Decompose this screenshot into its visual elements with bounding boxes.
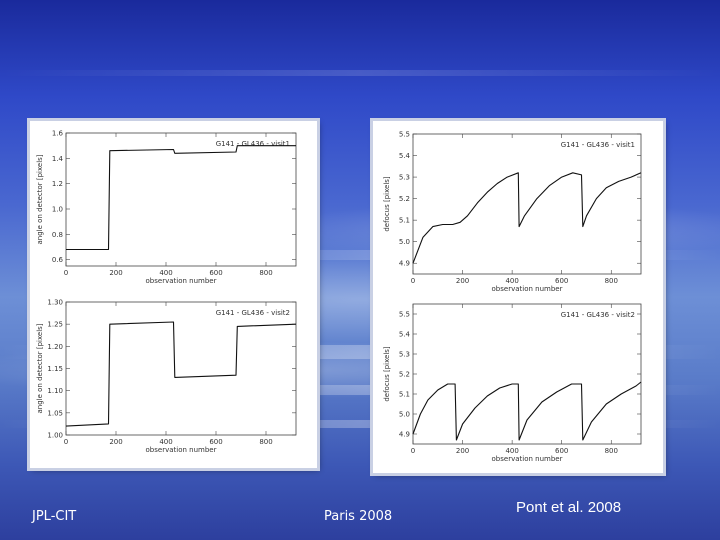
x-tick-label: 400	[159, 438, 172, 446]
y-axis-label: defocus [pixels]	[383, 176, 391, 232]
defocus-visit1-plot: 0 200 400 600 800 4.9 5.0 5.1 5.2 5.3 5.4 5.5 observ…	[383, 131, 642, 293]
x-axis-label: observation number	[146, 277, 217, 285]
plot-title: G141 - GL436 - visit2	[216, 309, 290, 317]
y-tick-label: 1.0	[52, 206, 63, 214]
plot-title: G141 - GL436 - visit1	[561, 141, 635, 149]
x-tick-label: 800	[259, 438, 272, 446]
y-tick-label: 5.5	[399, 311, 410, 319]
y-tick-label: 5.5	[399, 131, 410, 139]
y-tick-label: 5.0	[399, 238, 410, 246]
defocus-plots-panel: 0 200 400 600 800 4.9 5.0 5.1 5.2 5.3 5.4 5.5 observ…	[373, 121, 663, 473]
plot-title: G141 - GL436 - visit2	[561, 311, 635, 319]
x-tick-label: 0	[411, 277, 415, 285]
y-tick-label: 1.30	[47, 299, 63, 307]
defocus-visit2-plot: 0 200 400 600 800 4.9 5.0 5.1 5.2 5.3 5.4 5.5 observ…	[383, 303, 642, 463]
y-axis-label: angle on detector [pixels]	[36, 154, 44, 244]
footer-event: Paris 2008	[324, 509, 393, 524]
y-tick-label: 5.1	[399, 217, 410, 225]
angle-visit1-plot: 0 200 400 600 800 0.6 0.8 1.0 1.2 1.4 1.6 observati…	[36, 130, 297, 285]
x-tick-label: 800	[605, 277, 618, 285]
angle-plots-svg: 0 200 400 600 800 0.6 0.8 1.0 1.2 1.4 1.6 observati…	[36, 130, 297, 454]
y-tick-label: 1.6	[52, 130, 64, 138]
y-tick-label: 5.2	[399, 371, 410, 379]
x-axis-label: observation number	[492, 455, 563, 463]
x-tick-label: 0	[64, 269, 68, 277]
plot-frame	[65, 301, 297, 436]
series-line	[65, 321, 297, 427]
plot-frame	[412, 303, 642, 445]
series-line	[412, 381, 642, 441]
y-tick-label: 4.9	[399, 260, 410, 268]
y-tick-label: 1.15	[47, 365, 63, 373]
plot-title: G141 - GL436 - visit1	[216, 140, 290, 148]
y-tick-label: 1.10	[47, 387, 63, 395]
angle-visit2-plot: 0 200 400 600 800 1.00 1.05 1.10 1.15 1.20 1.25 1.3…	[36, 299, 297, 454]
y-tick-label: 1.05	[47, 409, 63, 417]
y-tick-label: 5.1	[399, 391, 410, 399]
x-axis-label: observation number	[146, 446, 217, 454]
x-tick-label: 800	[259, 269, 272, 277]
x-tick-label: 200	[456, 447, 469, 455]
y-tick-label: 5.2	[399, 195, 410, 203]
footer-institution: JPL-CIT	[32, 509, 77, 524]
x-axis-label: observation number	[492, 285, 563, 293]
y-tick-label: 5.4	[399, 331, 411, 339]
x-tick-label: 200	[109, 438, 122, 446]
angle-plots-panel: 0 200 400 600 800 0.6 0.8 1.0 1.2 1.4 1.6 observati…	[30, 121, 317, 468]
y-tick-label: 1.00	[47, 432, 63, 440]
series-line	[66, 145, 296, 251]
y-tick-label: 0.8	[52, 231, 63, 239]
plot-frame	[65, 132, 297, 267]
y-tick-label: 1.20	[47, 343, 63, 351]
y-tick-label: 1.4	[52, 155, 64, 163]
y-tick-label: 5.0	[399, 411, 410, 419]
footer-citation: Pont et al. 2008	[516, 499, 622, 516]
plot-frame	[412, 133, 642, 275]
y-axis-label: angle on detector [pixels]	[36, 323, 44, 413]
x-tick-label: 200	[456, 277, 469, 285]
series-line	[412, 172, 642, 264]
x-tick-label: 400	[159, 269, 172, 277]
x-tick-label: 400	[505, 447, 518, 455]
y-axis-label: defocus [pixels]	[383, 346, 391, 402]
y-tick-label: 1.25	[47, 321, 63, 329]
x-tick-label: 600	[209, 269, 222, 277]
y-tick-label: 5.4	[399, 152, 411, 160]
y-tick-label: 5.3	[399, 174, 410, 182]
x-tick-label: 600	[555, 447, 568, 455]
x-tick-label: 0	[64, 438, 68, 446]
x-tick-label: 0	[411, 447, 415, 455]
y-tick-label: 1.2	[52, 180, 63, 188]
y-tick-label: 5.3	[399, 351, 410, 359]
x-tick-label: 800	[605, 447, 618, 455]
x-tick-label: 600	[555, 277, 568, 285]
y-tick-label: 4.9	[399, 431, 410, 439]
x-tick-label: 400	[505, 277, 518, 285]
x-tick-label: 200	[109, 269, 122, 277]
defocus-plots-svg: 0 200 400 600 800 4.9 5.0 5.1 5.2 5.3 5.4 5.5 observ…	[383, 131, 642, 463]
x-tick-label: 600	[209, 438, 222, 446]
y-tick-label: 0.6	[52, 256, 64, 264]
